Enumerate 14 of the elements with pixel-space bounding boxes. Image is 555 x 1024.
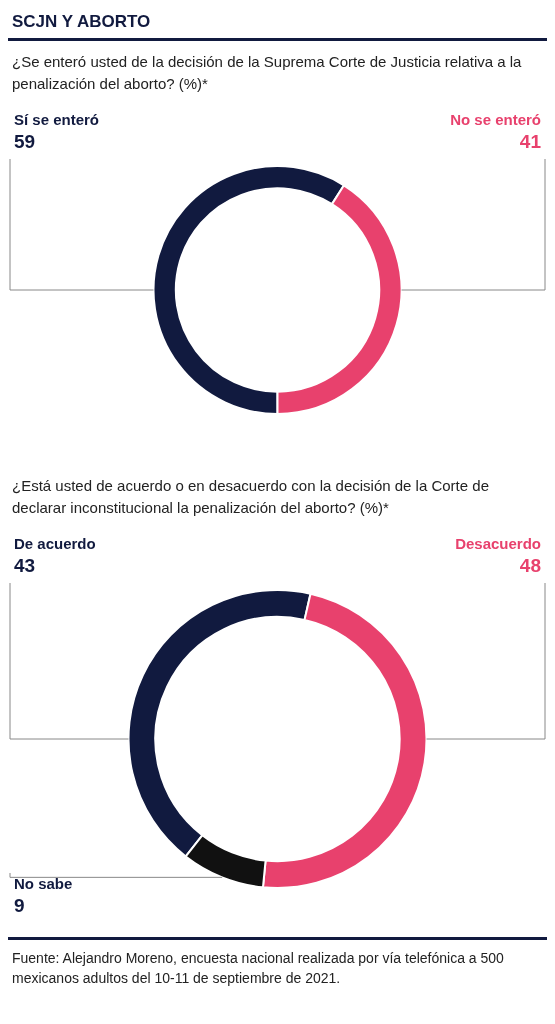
slice-label: Sí se enteró [14,110,100,128]
slice-label: De acuerdo [14,534,96,552]
chart-subtitle: ¿Se enteró usted de la decisión de la Suprema Corte de Justicia relativa a la penalización del aborto? (%)* [12,52,523,94]
chart-title: SCJN Y ABORTO [8,8,547,41]
data-label: 43 [14,554,36,576]
slice-label: No sabe [14,874,73,892]
slice-label: Desacuerdo [455,534,541,552]
slice-label: No se enteró [450,110,541,128]
chart-title: ¿Está usted de acuerdo o en desacuerdo con la decisión de la Corte de declarar inconstitucional la penalización del aborto? (%)* [12,476,490,518]
data-label: 59 [14,130,36,152]
data-label: 48 [519,554,541,576]
data-label: 41 [519,130,542,152]
data-label: 9 [14,894,25,916]
source-note: Fuente: Alejandro Moreno, encuesta nacional realizada por vía telefónica a 500 mexicanos adultos del 10-11 de septiembre de 2021. [8,937,547,996]
